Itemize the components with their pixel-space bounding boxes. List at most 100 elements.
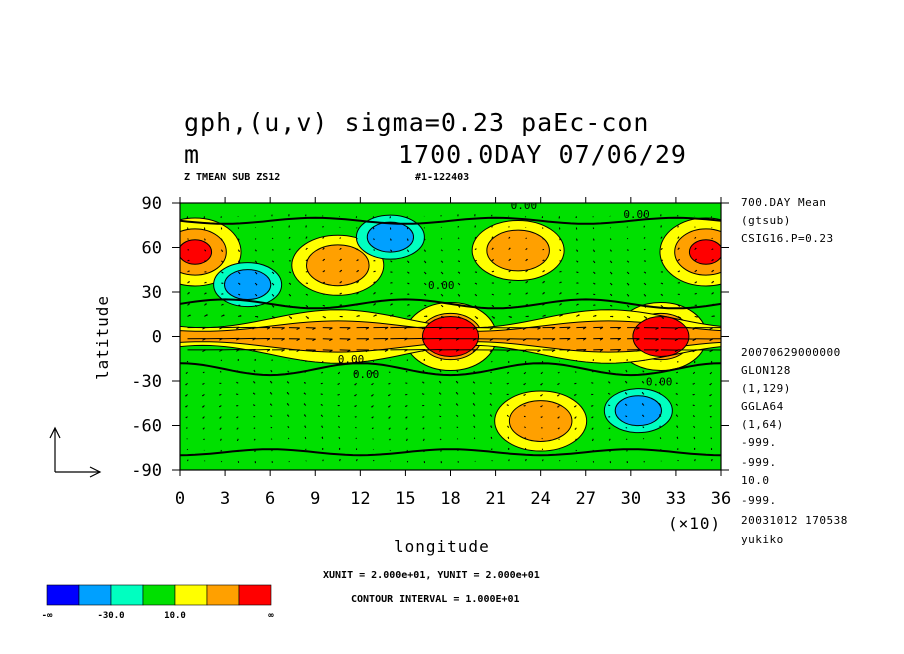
wind-vector — [524, 426, 526, 429]
wind-vector — [388, 427, 391, 430]
wind-vector — [575, 438, 577, 441]
wind-vector — [575, 238, 578, 241]
y-tick-label: 90 — [142, 194, 162, 214]
wind-vector — [593, 337, 604, 341]
wind-vector — [576, 349, 587, 352]
wind-vector — [540, 382, 543, 386]
wind-vector — [185, 382, 188, 386]
wind-vector — [592, 260, 596, 264]
wind-vector — [676, 371, 679, 374]
wind-vector — [643, 327, 659, 330]
wind-vector — [709, 382, 712, 386]
wind-vector — [709, 371, 713, 375]
wind-vector — [405, 438, 408, 441]
wind-vector — [591, 427, 594, 430]
wind-vector — [202, 382, 205, 385]
wind-vector — [711, 303, 715, 306]
wind-vector — [525, 315, 529, 318]
wind-vector — [608, 369, 611, 373]
wind-vector — [288, 282, 292, 285]
wind-vector — [694, 281, 698, 284]
wind-vector — [236, 438, 239, 441]
x-tick-label: 30 — [621, 489, 641, 509]
wind-vector — [473, 425, 476, 429]
wind-vector — [627, 349, 640, 352]
wind-vector — [474, 327, 494, 330]
wind-vector — [508, 349, 527, 353]
y-axis-label: latitude — [93, 294, 113, 381]
wind-vector — [677, 247, 680, 251]
wind-vector — [624, 380, 628, 384]
wind-vector — [305, 225, 307, 228]
wind-vector — [423, 238, 426, 241]
wind-vector — [525, 292, 528, 295]
wind-vector — [525, 248, 528, 251]
wind-vector — [440, 249, 443, 252]
wind-vector — [455, 403, 459, 406]
wind-vector — [473, 370, 476, 373]
y-tick-label: -90 — [131, 461, 162, 481]
wind-vector — [557, 382, 560, 386]
wind-vector — [305, 247, 308, 251]
colorbar-swatch-6 — [238, 584, 272, 606]
meta-bottom-5: -999. — [741, 436, 777, 449]
wind-vector — [356, 292, 359, 295]
x-axis-label: longitude — [394, 537, 490, 556]
wind-vector — [711, 248, 714, 251]
wind-vector — [286, 403, 290, 406]
meta-bottom-2: (1,129) — [741, 382, 791, 395]
meta-bottom-7: 10.0 — [741, 474, 770, 487]
wind-vector — [219, 427, 222, 430]
wind-vector — [237, 271, 241, 275]
wind-vector — [540, 393, 543, 397]
meta-bottom-3: GGLA64 — [741, 400, 784, 413]
wind-vector — [305, 349, 316, 353]
wind-vector — [542, 338, 556, 341]
wind-vector — [489, 403, 493, 406]
wind-vector — [508, 338, 527, 342]
wind-vector — [457, 225, 460, 228]
wind-vector — [371, 371, 374, 374]
wind-vector — [288, 304, 292, 308]
wind-vector — [609, 260, 613, 264]
x-tick-label: 3 — [220, 489, 230, 509]
wind-vector — [272, 338, 285, 341]
wind-vector — [407, 282, 410, 285]
wind-vector — [525, 258, 528, 262]
wind-vector — [675, 403, 679, 406]
wind-vector — [356, 248, 359, 251]
wind-vector — [660, 304, 664, 308]
wind-vector — [373, 249, 376, 251]
wind-vector — [508, 293, 511, 295]
wind-vector — [559, 292, 562, 295]
wind-vector — [610, 304, 613, 307]
wind-vector — [457, 316, 462, 319]
chart-title: gph,(u,v) sigma=0.23 paEc-con — [184, 108, 650, 137]
wind-vector — [677, 270, 681, 273]
wind-vector — [388, 382, 391, 385]
wind-vector — [187, 238, 189, 240]
wind-vector — [609, 282, 613, 286]
wind-vector — [305, 316, 310, 319]
wind-vector — [642, 370, 645, 373]
wind-vector — [472, 403, 476, 406]
contour-label-3: 0.00 — [338, 353, 365, 366]
wind-vector — [373, 292, 376, 295]
wind-vector — [591, 370, 594, 373]
wind-vector — [642, 426, 645, 429]
wind-vector — [337, 393, 340, 396]
wind-vector — [641, 381, 645, 384]
wind-vector — [558, 438, 560, 440]
wind-vector — [219, 371, 222, 373]
wind-vector — [576, 303, 579, 306]
wind-vector — [692, 382, 695, 385]
wind-vector — [474, 271, 478, 273]
wind-vector — [608, 427, 611, 430]
wind-vector — [406, 249, 410, 253]
wind-vector — [287, 425, 290, 429]
wind-vector — [508, 327, 527, 330]
zero-contour-0 — [180, 298, 721, 310]
wind-vector — [641, 403, 645, 406]
field-min-7-ring-1 — [224, 269, 272, 301]
wind-vector — [185, 427, 188, 429]
